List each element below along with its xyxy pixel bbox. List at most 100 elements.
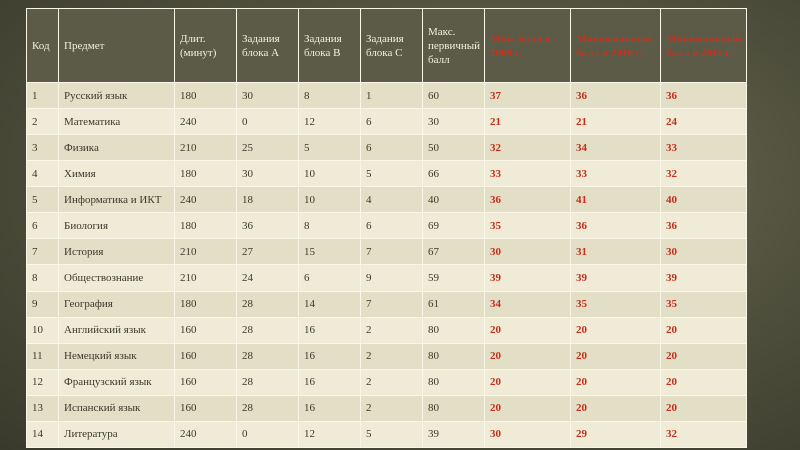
- exam-table-container: Код Предмет Длит. (минут) Задания блока …: [26, 8, 747, 449]
- header-min-2010: Минимальный балл в 2010 г.: [570, 8, 661, 83]
- cell-min-2010: 21: [570, 108, 661, 136]
- cell-max-score: 40: [422, 186, 485, 214]
- cell-subject: Физика: [58, 134, 175, 162]
- cell-min-2009: 35: [484, 212, 571, 240]
- cell-subject: Немецкий язык: [58, 342, 175, 370]
- cell-min-2010: 36: [570, 81, 661, 110]
- exam-table: Код Предмет Длит. (минут) Задания блока …: [26, 8, 747, 449]
- cell-min-2011: 20: [660, 368, 747, 396]
- cell-duration: 160: [174, 316, 237, 344]
- cell-code: 13: [26, 394, 59, 422]
- cell-min-2009: 34: [484, 290, 571, 318]
- cell-code: 8: [26, 264, 59, 292]
- cell-max-score: 67: [422, 238, 485, 266]
- cell-min-2009: 20: [484, 368, 571, 396]
- cell-min-2011: 33: [660, 134, 747, 162]
- cell-block-b: 16: [298, 342, 361, 370]
- header-duration: Длит. (минут): [174, 8, 237, 83]
- cell-max-score: 80: [422, 368, 485, 396]
- cell-block-b: 15: [298, 238, 361, 266]
- cell-min-2010: 35: [570, 290, 661, 318]
- table-row: 5 Информатика и ИКТ 240 18 10 4 40 36 41 40: [26, 186, 747, 214]
- cell-block-b: 10: [298, 160, 361, 188]
- cell-min-2009: 20: [484, 316, 571, 344]
- cell-duration: 180: [174, 290, 237, 318]
- cell-min-2011: 32: [660, 160, 747, 188]
- cell-block-a: 0: [236, 420, 299, 449]
- cell-code: 7: [26, 238, 59, 266]
- cell-duration: 180: [174, 160, 237, 188]
- header-max-score: Макс. первичный балл: [422, 8, 485, 83]
- cell-block-a: 27: [236, 238, 299, 266]
- header-code: Код: [26, 8, 59, 83]
- cell-block-a: 28: [236, 342, 299, 370]
- cell-block-a: 30: [236, 160, 299, 188]
- cell-min-2010: 39: [570, 264, 661, 292]
- table-row: 14 Литература 240 0 12 5 39 30 29 32: [26, 420, 747, 449]
- cell-max-score: 50: [422, 134, 485, 162]
- cell-block-c: 4: [360, 186, 423, 214]
- cell-block-a: 25: [236, 134, 299, 162]
- cell-block-b: 16: [298, 394, 361, 422]
- cell-block-a: 28: [236, 290, 299, 318]
- cell-block-a: 18: [236, 186, 299, 214]
- cell-max-score: 69: [422, 212, 485, 240]
- cell-block-a: 0: [236, 108, 299, 136]
- cell-code: 10: [26, 316, 59, 344]
- cell-code: 9: [26, 290, 59, 318]
- table-body: 1 Русский язык 180 30 8 1 60 37 36 36 2 Математика 2…: [26, 81, 747, 449]
- cell-max-score: 61: [422, 290, 485, 318]
- cell-min-2010: 33: [570, 160, 661, 188]
- cell-duration: 160: [174, 394, 237, 422]
- cell-min-2009: 39: [484, 264, 571, 292]
- cell-min-2009: 30: [484, 238, 571, 266]
- cell-subject: Информатика и ИКТ: [58, 186, 175, 214]
- cell-min-2010: 41: [570, 186, 661, 214]
- table-row: 12 Французский язык 160 28 16 2 80 20 20 20: [26, 368, 747, 396]
- cell-min-2010: 29: [570, 420, 661, 449]
- cell-duration: 210: [174, 238, 237, 266]
- cell-block-b: 8: [298, 212, 361, 240]
- header-block-b: Задания блока В: [298, 8, 361, 83]
- cell-block-b: 10: [298, 186, 361, 214]
- table-row: 11 Немецкий язык 160 28 16 2 80 20 20 20: [26, 342, 747, 370]
- cell-code: 14: [26, 420, 59, 449]
- cell-min-2011: 30: [660, 238, 747, 266]
- cell-block-a: 28: [236, 316, 299, 344]
- cell-duration: 160: [174, 342, 237, 370]
- cell-code: 5: [26, 186, 59, 214]
- cell-block-c: 7: [360, 290, 423, 318]
- cell-min-2009: 37: [484, 81, 571, 110]
- cell-max-score: 80: [422, 394, 485, 422]
- cell-subject: География: [58, 290, 175, 318]
- table-row: 10 Английский язык 160 28 16 2 80 20 20 20: [26, 316, 747, 344]
- cell-min-2011: 32: [660, 420, 747, 449]
- cell-min-2009: 20: [484, 342, 571, 370]
- cell-block-c: 5: [360, 420, 423, 449]
- cell-subject: Русский язык: [58, 81, 175, 110]
- cell-min-2011: 20: [660, 316, 747, 344]
- cell-block-b: 16: [298, 368, 361, 396]
- cell-min-2010: 34: [570, 134, 661, 162]
- cell-block-a: 28: [236, 394, 299, 422]
- cell-subject: Французский язык: [58, 368, 175, 396]
- table-row: 9 География 180 28 14 7 61 34 35 35: [26, 290, 747, 318]
- cell-block-b: 14: [298, 290, 361, 318]
- cell-subject: Английский язык: [58, 316, 175, 344]
- cell-duration: 180: [174, 212, 237, 240]
- cell-min-2009: 30: [484, 420, 571, 449]
- cell-duration: 210: [174, 264, 237, 292]
- cell-max-score: 80: [422, 342, 485, 370]
- table-row: 4 Химия 180 30 10 5 66 33 33 32: [26, 160, 747, 188]
- cell-block-c: 2: [360, 342, 423, 370]
- header-min-2011: Минимальный балл в 2011 г.: [660, 8, 747, 83]
- cell-min-2010: 20: [570, 316, 661, 344]
- cell-block-b: 12: [298, 108, 361, 136]
- table-row: 2 Математика 240 0 12 6 30 21 21 24: [26, 108, 747, 136]
- cell-block-c: 7: [360, 238, 423, 266]
- cell-code: 1: [26, 81, 59, 110]
- header-row: Код Предмет Длит. (минут) Задания блока …: [26, 8, 747, 83]
- cell-code: 4: [26, 160, 59, 188]
- cell-max-score: 60: [422, 81, 485, 110]
- cell-min-2009: 33: [484, 160, 571, 188]
